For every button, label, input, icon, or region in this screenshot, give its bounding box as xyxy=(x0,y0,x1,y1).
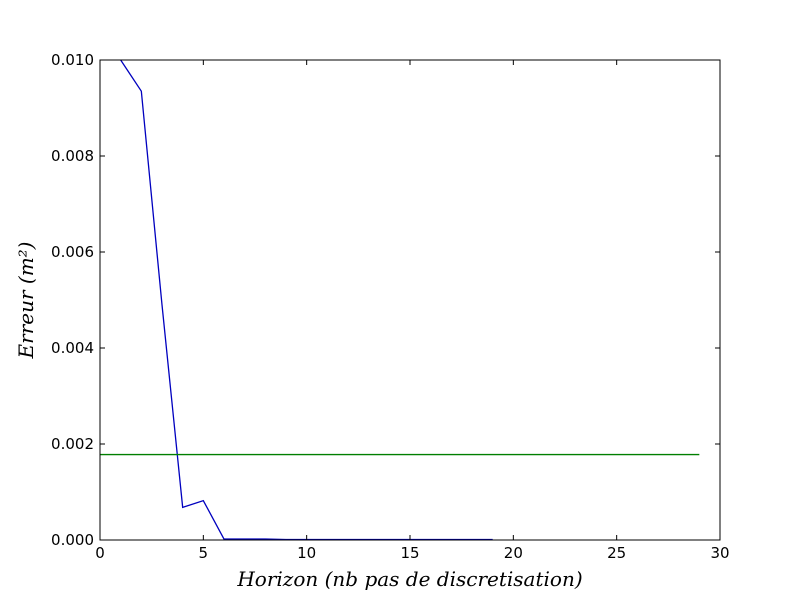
ticks-layer: 0 5 10 15 20 25 30 0.000 0.002 0.004 0.006 0.008 0.0… xyxy=(51,51,730,562)
y-tick-label: 0.006 xyxy=(51,243,94,261)
x-tick-label: 5 xyxy=(199,544,209,562)
y-tick-label: 0.010 xyxy=(51,51,94,69)
series-line-0 xyxy=(120,60,493,540)
x-tick-label: 15 xyxy=(400,544,419,562)
x-axis-label: Horizon (nb pas de discretisation) xyxy=(236,567,582,591)
y-tick-label: 0.000 xyxy=(51,531,94,549)
series-layer xyxy=(100,60,700,540)
x-tick-label: 20 xyxy=(504,544,523,562)
y-tick-label: 0.002 xyxy=(51,435,94,453)
x-tick-label: 30 xyxy=(710,544,729,562)
x-tick-label: 25 xyxy=(607,544,626,562)
x-tick-label: 10 xyxy=(297,544,316,562)
x-tick-label: 0 xyxy=(95,544,105,562)
y-tick-label: 0.008 xyxy=(51,147,94,165)
y-axis-label: Erreur (m²) xyxy=(14,242,38,360)
y-tick-label: 0.004 xyxy=(51,339,94,357)
plot-frame xyxy=(99,59,721,541)
